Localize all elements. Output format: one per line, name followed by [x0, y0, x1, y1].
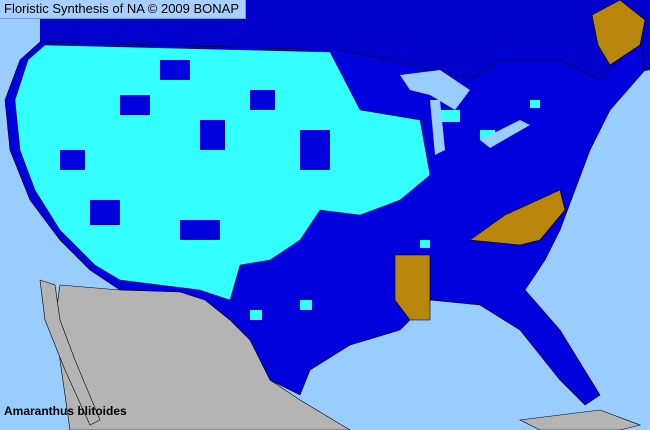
species-label: Amaranthus blitoides	[4, 404, 127, 418]
baja-california	[39, 279, 101, 426]
mexico	[54, 284, 351, 430]
cuba	[518, 409, 642, 430]
canada	[40, 0, 650, 80]
state-north-carolina-gold	[469, 189, 566, 246]
great-lakes	[400, 70, 470, 110]
cyan-county-patches	[250, 100, 540, 320]
cyan-west-region	[14, 44, 431, 301]
lake-erie	[480, 120, 530, 148]
state-maine-gold	[591, 0, 646, 66]
lake-michigan	[430, 100, 445, 155]
state-mississippi-gold	[394, 254, 431, 321]
blue-county-patches	[60, 60, 330, 240]
map-title: Floristic Synthesis of NA © 2009 BONAP	[0, 0, 247, 19]
